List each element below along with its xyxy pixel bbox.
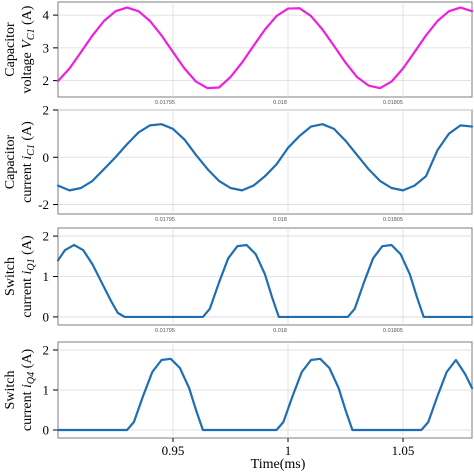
series-line [56,243,474,319]
x-tick-label: 1.05 [392,443,415,458]
y-label-unit: (A) [20,5,35,28]
y-tick-label: 2 [43,103,50,118]
secondary-x-tick-label: 0.01805 [383,217,403,223]
y-label-subscript: Q4 [26,372,37,384]
y-tick-label: 3 [43,40,50,55]
y-label-unit: (A) [20,235,35,258]
y-label-variable: i [20,156,35,160]
y-axis-label-line-2: voltage VC1 (A) [20,5,37,93]
series-line [56,123,474,192]
plot-frame [57,109,473,215]
y-tick-label: 2 [43,229,50,244]
y-label-word: current [20,160,35,203]
y-tick-label: 0 [43,309,50,324]
panel-1: 2 3 4 0.01795 0.018 0.01805 Capacitor voltage V… [3,1,474,106]
x-axis-label: Time(ms) [251,457,306,472]
y-label-unit: (A) [20,121,35,144]
x-tick-label: 1 [285,443,292,458]
secondary-x-tick-label: 0.01795 [155,100,175,106]
y-label-variable: V [20,39,35,49]
y-tick-label: 2 [43,343,50,358]
y-axis-label-line-1: Switch [3,371,18,410]
panel-4: 0 1 2 0.95 1 1.05 Switch current iQ4 (A) [3,341,474,458]
series-line [56,6,474,90]
y-tick-label: 0 [43,150,50,165]
y-label-subscript: Q1 [26,258,37,270]
y-tick-label: 1 [43,383,50,398]
y-axis-label-line-1: Capacitor [3,134,18,189]
secondary-x-tick-label: 0.01805 [383,100,403,106]
y-label-word: voltage [20,49,35,94]
secondary-x-tick-label: 0.01795 [155,217,175,223]
y-tick-label: -2 [38,197,49,212]
secondary-x-tick-label: 0.01795 [155,328,175,334]
y-tick-label: 4 [43,8,50,23]
panel-3: 0 1 2 0.01795 0.018 0.01805 Switch current iQ1 … [3,227,474,334]
secondary-x-tick-label: 0.018 [273,217,287,223]
y-tick-label: 1 [43,269,50,284]
y-label-variable: i [20,270,35,274]
y-label-subscript: C1 [26,28,37,40]
y-axis-label-line-2: current iQ4 (A) [20,349,37,432]
y-label-word: current [20,388,35,431]
y-label-word: current [20,274,35,317]
y-tick-label: 2 [43,73,50,88]
y-label-subscript: C1 [26,144,37,156]
secondary-x-tick-label: 0.018 [273,328,287,334]
x-tick-label: 0.95 [162,443,185,458]
y-axis-label-line-1: Capacitor [3,22,18,77]
series-line [56,357,474,432]
y-tick-label: 0 [43,423,50,438]
y-label-variable: i [20,384,35,388]
panel-2: -2 0 2 0.01795 0.018 0.01805 Capacitor current … [3,103,474,223]
y-axis-label-line-2: current iC1 (A) [20,121,37,203]
plot-frame [57,1,473,98]
y-axis-label-line-2: current iQ1 (A) [20,235,37,318]
y-axis-label-line-1: Switch [3,257,18,296]
secondary-x-tick-label: 0.01805 [383,328,403,334]
y-label-unit: (A) [20,349,35,372]
secondary-x-tick-label: 0.018 [273,100,287,106]
